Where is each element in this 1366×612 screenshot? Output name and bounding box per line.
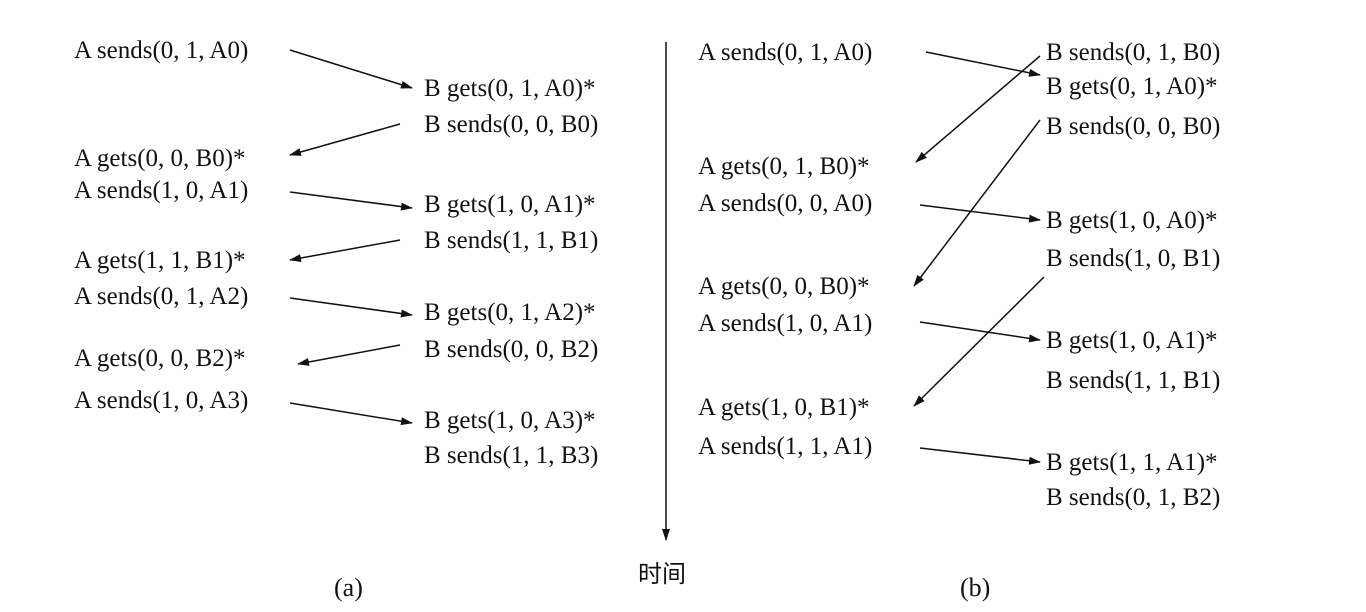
a-right-label-6: B sends(0, 0, B2) xyxy=(424,336,598,363)
b-left-label-7: A sends(1, 1, A1) xyxy=(698,433,872,460)
b-arrow-a-to-b-4 xyxy=(919,447,1041,465)
b-right-label-2: B gets(0, 1, A0)* xyxy=(1046,73,1218,100)
panel-b: A sends(0, 1, A0) A gets(0, 1, B0)* A se… xyxy=(698,39,1220,602)
a-left-label-4: A gets(1, 1, B1)* xyxy=(74,247,246,274)
a-arrow-4 xyxy=(289,239,401,262)
a-arrow-6 xyxy=(297,344,401,366)
b-right-label-1: B sends(0, 1, B0) xyxy=(1046,39,1220,66)
a-left-label-5: A sends(0, 1, A2) xyxy=(74,283,248,310)
time-axis: 时间 xyxy=(638,42,686,588)
a-right-label-1: B gets(0, 1, A0)* xyxy=(424,75,596,102)
b-left-label-5: A sends(1, 0, A1) xyxy=(698,310,872,337)
caption-a: (a) xyxy=(334,573,363,602)
a-arrow-2 xyxy=(289,123,401,156)
b-right-label-5: B sends(1, 0, B1) xyxy=(1046,245,1220,272)
a-right-label-3: B gets(1, 0, A1)* xyxy=(424,191,596,218)
b-arrow-a-to-b-1 xyxy=(925,51,1041,77)
a-right-label-2: B sends(0, 0, B0) xyxy=(424,111,598,138)
b-left-label-6: A gets(1, 0, B1)* xyxy=(698,394,870,421)
b-right-label-7: B sends(1, 1, B1) xyxy=(1046,367,1220,394)
b-right-label-3: B sends(0, 0, B0) xyxy=(1046,113,1220,140)
b-arrow-b-to-a-2 xyxy=(913,119,1041,287)
b-left-label-3: A sends(0, 0, A0) xyxy=(698,190,872,217)
a-arrow-3 xyxy=(289,191,413,211)
a-left-label-7: A sends(1, 0, A3) xyxy=(74,387,248,414)
b-left-label-4: A gets(0, 0, B0)* xyxy=(698,273,870,300)
a-right-label-7: B gets(1, 0, A3)* xyxy=(424,407,596,434)
caption-b: (b) xyxy=(960,573,990,602)
b-arrow-a-to-b-2 xyxy=(919,204,1041,223)
a-arrow-1 xyxy=(289,49,413,89)
b-arrow-b-to-a-3 xyxy=(913,276,1045,407)
a-arrow-5 xyxy=(289,297,413,318)
b-right-label-6: B gets(1, 0, A1)* xyxy=(1046,327,1218,354)
a-right-label-8: B sends(1, 1, B3) xyxy=(424,442,598,469)
b-right-label-4: B gets(1, 0, A0)* xyxy=(1046,207,1218,234)
a-left-label-6: A gets(0, 0, B2)* xyxy=(74,345,246,372)
b-arrow-b-to-a-1 xyxy=(915,55,1041,163)
b-left-label-2: A gets(0, 1, B0)* xyxy=(698,153,870,180)
b-right-label-8: B gets(1, 1, A1)* xyxy=(1046,449,1218,476)
a-arrow-7 xyxy=(289,402,413,426)
b-arrow-a-to-b-3 xyxy=(919,321,1041,343)
b-left-label-1: A sends(0, 1, A0) xyxy=(698,39,872,66)
a-left-label-3: A sends(1, 0, A1) xyxy=(74,177,248,204)
panel-a: A sends(0, 1, A0) A gets(0, 0, B0)* A se… xyxy=(74,37,598,602)
a-right-label-5: B gets(0, 1, A2)* xyxy=(424,299,596,326)
a-left-label-2: A gets(0, 0, B0)* xyxy=(74,145,246,172)
b-right-label-9: B sends(0, 1, B2) xyxy=(1046,484,1220,511)
a-left-label-1: A sends(0, 1, A0) xyxy=(74,37,248,64)
time-axis-label: 时间 xyxy=(638,560,686,588)
a-right-label-4: B sends(1, 1, B1) xyxy=(424,227,598,254)
